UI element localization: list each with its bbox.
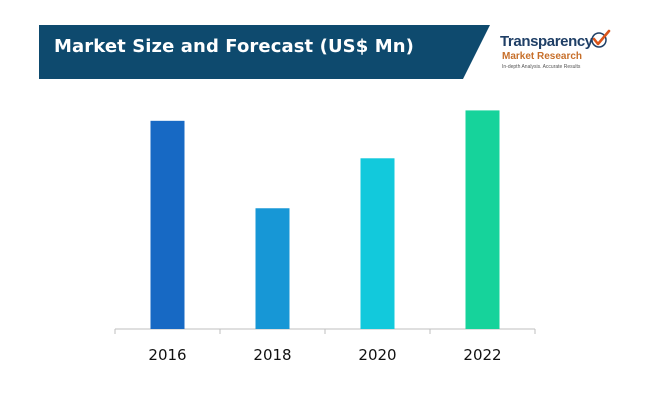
x-tick-label: 2018 [253, 346, 291, 364]
x-tick-label: 2016 [148, 346, 186, 364]
x-tick-label: 2020 [358, 346, 396, 364]
title-banner [39, 25, 490, 79]
logo-name: Transparency [500, 33, 593, 50]
bar-2018 [255, 208, 290, 329]
bar-2020 [360, 158, 395, 329]
logo-tagline: In-depth Analysis. Accurate Results [502, 64, 581, 70]
bar-2016 [150, 120, 185, 330]
x-tick-label: 2022 [463, 346, 501, 364]
logo-subname: Market Research [502, 51, 583, 62]
bar-2022 [465, 110, 500, 329]
company-logo: Transparency Market Research In-depth An… [500, 29, 620, 83]
checkmark-icon [591, 29, 611, 48]
chart-title: Market Size and Forecast (US$ Mn) [54, 36, 414, 57]
